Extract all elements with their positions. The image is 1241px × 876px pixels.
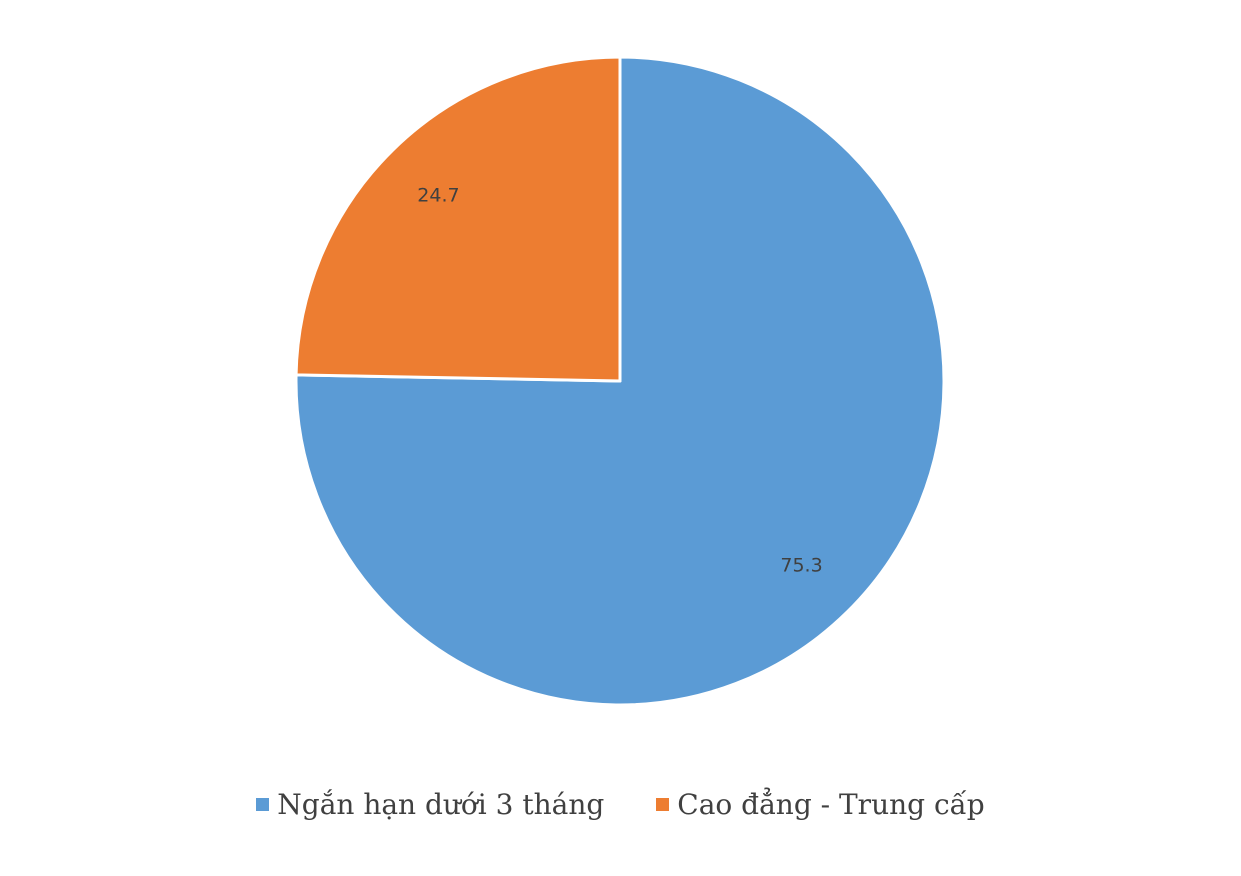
legend-label-1: Cao đẳng - Trung cấp xyxy=(677,787,985,821)
slice-label-0: 75.3 xyxy=(780,555,822,577)
pie-slice-1 xyxy=(294,55,622,383)
slice-label-1: 24.7 xyxy=(417,184,459,206)
legend-swatch-1 xyxy=(656,797,670,811)
legend-item-0: Ngắn hạn dưới 3 tháng xyxy=(256,788,604,821)
legend-label-0: Ngắn hạn dưới 3 tháng xyxy=(277,787,605,821)
legend-item-1: Cao đẳng - Trung cấp xyxy=(656,787,985,821)
legend-swatch-0 xyxy=(256,797,270,811)
legend: Ngắn hạn dưới 3 tháng Cao đẳng - Trung c… xyxy=(0,782,1241,826)
